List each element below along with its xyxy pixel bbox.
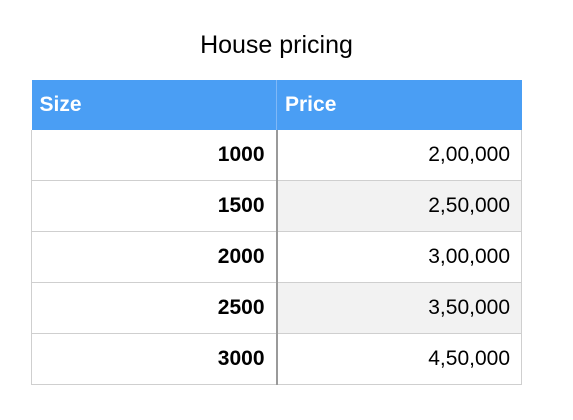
price-cell[interactable]: 3,50,000 — [276, 282, 522, 334]
header-row: Size Price — [31, 80, 522, 130]
price-cell[interactable]: 3,00,000 — [276, 231, 522, 283]
size-cell[interactable]: 2500 — [31, 282, 278, 334]
table-row: 2500 3,50,000 — [31, 282, 522, 334]
house-pricing-table: Size Price 1000 2,00,000 1500 2,50,000 2… — [31, 80, 522, 385]
size-cell[interactable]: 2000 — [31, 231, 278, 283]
price-cell[interactable]: 2,00,000 — [276, 130, 522, 181]
size-cell[interactable]: 1500 — [31, 180, 278, 232]
column-header-size[interactable]: Size — [31, 80, 277, 130]
price-cell[interactable]: 4,50,000 — [276, 333, 522, 385]
size-cell[interactable]: 1000 — [31, 130, 278, 181]
table-title: House pricing — [200, 31, 353, 59]
table-row: 1000 2,00,000 — [31, 130, 522, 181]
size-cell[interactable]: 3000 — [31, 333, 278, 385]
table-row: 3000 4,50,000 — [31, 333, 522, 385]
table-row: 1500 2,50,000 — [31, 180, 522, 232]
price-cell[interactable]: 2,50,000 — [276, 180, 522, 232]
column-header-price[interactable]: Price — [276, 80, 522, 130]
table-row: 2000 3,00,000 — [31, 231, 522, 283]
